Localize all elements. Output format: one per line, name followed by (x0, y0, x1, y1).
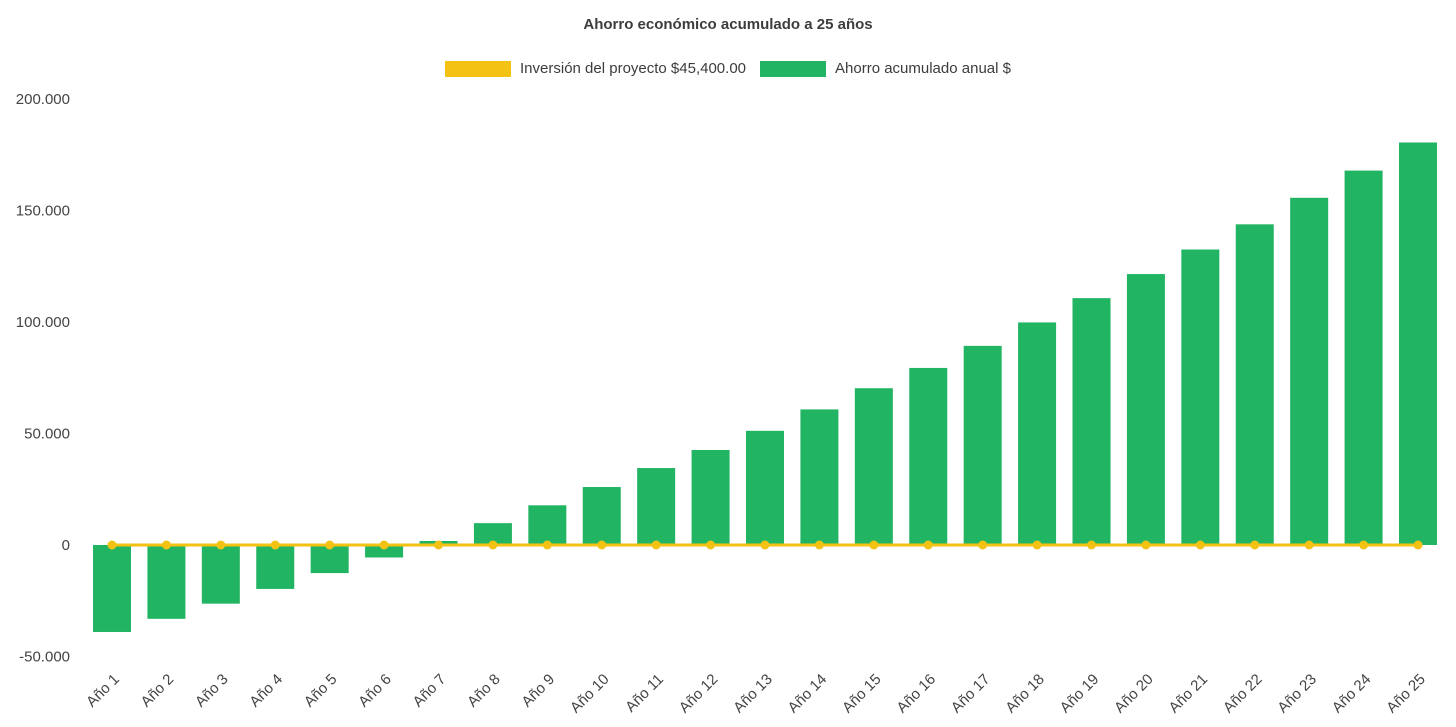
bar-año-5[interactable] (310, 545, 349, 574)
bar-año-20[interactable] (1126, 274, 1165, 545)
x-axis-tick-label: Año 5 (301, 671, 341, 711)
investment-line-point[interactable] (651, 540, 661, 550)
x-axis-tick-label: Año 1 (83, 671, 123, 711)
x-axis-tick-label: Año 25 (1383, 671, 1429, 717)
legend-item-bar[interactable]: Ahorro acumulado anual $ (760, 60, 1011, 77)
bar-año-18[interactable] (1018, 322, 1057, 545)
investment-line-point[interactable] (1195, 540, 1205, 550)
bar-año-11[interactable] (637, 468, 676, 545)
x-axis-tick-label: Año 22 (1220, 671, 1266, 717)
investment-line-point[interactable] (760, 540, 770, 550)
y-axis-tick-label: 100.000 (16, 314, 70, 331)
x-axis-tick-label: Año 21 (1166, 671, 1212, 717)
legend: Inversión del proyecto $45,400.00 Ahorro … (0, 60, 1456, 77)
investment-line-point[interactable] (325, 540, 335, 550)
investment-swatch (445, 60, 512, 77)
bar-año-1[interactable] (93, 545, 131, 632)
investment-line-point[interactable] (1359, 540, 1369, 550)
x-axis-tick-label: Año 18 (1002, 671, 1048, 717)
x-axis-tick-label: Año 3 (192, 671, 232, 711)
x-axis-tick-label: Año 14 (785, 671, 831, 717)
bar-año-9[interactable] (528, 505, 567, 545)
x-axis-tick-label: Año 15 (839, 671, 885, 717)
x-axis-tick-label: Año 9 (518, 671, 558, 711)
bar-año-15[interactable] (854, 388, 893, 545)
bar-año-16[interactable] (909, 367, 948, 545)
x-axis-tick-label: Año 23 (1274, 671, 1320, 717)
legend-item-line[interactable]: Inversión del proyecto $45,400.00 (445, 60, 746, 77)
x-axis-tick-label: Año 19 (1057, 671, 1103, 717)
legend-label: Ahorro acumulado anual $ (835, 60, 1011, 77)
x-axis-tick-label: Año 4 (246, 671, 286, 711)
bar-año-8[interactable] (473, 523, 512, 545)
x-axis-tick-label: Año 11 (622, 671, 667, 716)
bar-año-23[interactable] (1290, 197, 1329, 545)
investment-line-point[interactable] (542, 540, 552, 550)
y-axis-tick-label: 150.000 (16, 203, 70, 220)
investment-line-point[interactable] (434, 540, 443, 550)
investment-line-point[interactable] (869, 540, 879, 550)
bar-año-13[interactable] (746, 430, 784, 545)
x-axis-tick-label: Año 8 (464, 671, 504, 711)
investment-line-point[interactable] (1250, 540, 1260, 550)
y-axis-tick-label: -50.000 (19, 649, 70, 666)
x-axis-tick-label: Año 2 (138, 671, 178, 711)
investment-line-point[interactable] (1413, 540, 1423, 550)
bar-año-10[interactable] (582, 487, 621, 545)
bar-año-3[interactable] (201, 545, 240, 604)
x-axis-tick-label: Año 10 (567, 671, 613, 717)
investment-line-point[interactable] (814, 540, 824, 550)
x-axis-tick-label: Año 24 (1329, 671, 1375, 717)
y-axis-tick-label: 200.000 (16, 91, 70, 108)
bar-año-19[interactable] (1072, 298, 1111, 545)
bar-año-17[interactable] (963, 345, 1002, 545)
investment-line-point[interactable] (978, 540, 988, 550)
investment-line-point[interactable] (597, 540, 607, 550)
x-axis-tick-label: Año 16 (893, 671, 939, 717)
chart-title: Ahorro económico acumulado a 25 años (583, 16, 873, 33)
y-axis-tick-label: 0 (62, 537, 70, 554)
bar-año-12[interactable] (691, 450, 730, 545)
x-axis-tick-label: Año 13 (730, 671, 776, 717)
y-axis-tick-label: 50.000 (24, 426, 70, 443)
investment-line-point[interactable] (1304, 540, 1314, 550)
investment-line-point[interactable] (923, 540, 933, 550)
investment-line-point[interactable] (107, 540, 117, 550)
x-axis-tick-label: Año 6 (355, 671, 395, 711)
investment-line-point[interactable] (706, 540, 716, 550)
bar-año-22[interactable] (1235, 224, 1274, 546)
investment-line-point[interactable] (1141, 540, 1151, 550)
investment-line-point[interactable] (161, 540, 171, 550)
bar-año-14[interactable] (800, 409, 839, 545)
investment-line-point[interactable] (379, 540, 389, 550)
legend-label: Inversión del proyecto $45,400.00 (520, 60, 747, 77)
bar-año-24[interactable] (1344, 170, 1383, 545)
x-axis-tick-label: Año 17 (948, 671, 994, 717)
savings-swatch (760, 60, 827, 77)
bar-año-21[interactable] (1181, 249, 1220, 545)
bar-año-2[interactable] (147, 545, 186, 619)
bar-año-25[interactable] (1399, 142, 1437, 546)
investment-line-point[interactable] (216, 540, 226, 550)
x-axis-tick-label: Año 7 (410, 671, 450, 711)
bar-año-4[interactable] (256, 545, 295, 589)
investment-line-point[interactable] (270, 540, 280, 550)
x-axis-tick-label: Año 12 (676, 671, 722, 717)
investment-line-point[interactable] (1032, 540, 1042, 550)
investment-line-point[interactable] (488, 540, 498, 550)
x-axis-tick-label: Año 20 (1111, 671, 1157, 717)
investment-line-point[interactable] (1087, 540, 1096, 550)
bar-año-6[interactable] (365, 545, 404, 558)
